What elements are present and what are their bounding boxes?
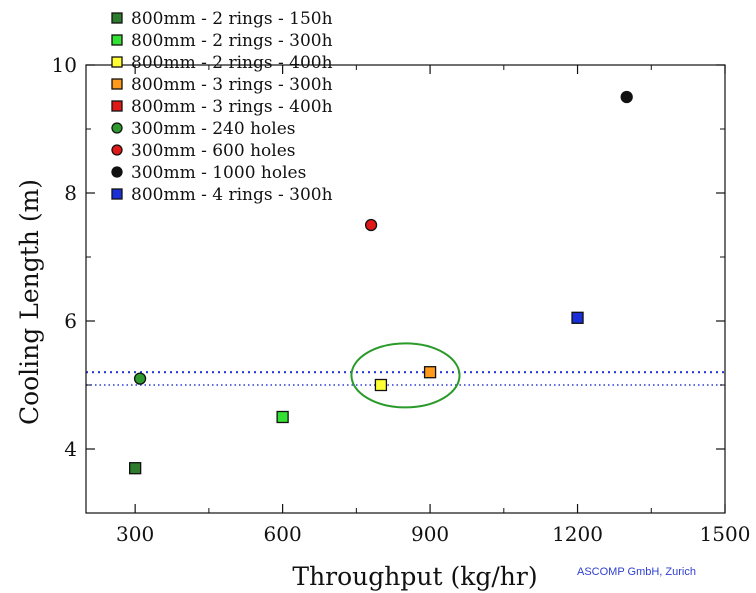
legend-label: 800mm - 2 rings - 150h <box>131 9 333 29</box>
x-tick-label: 600 <box>264 522 302 546</box>
legend-label: 800mm - 4 rings - 300h <box>131 185 333 205</box>
legend-label: 800mm - 2 rings - 400h <box>131 53 333 73</box>
legend-marker <box>111 188 123 200</box>
legend-marker <box>111 100 123 112</box>
y-tick-label: 8 <box>64 181 77 205</box>
legend-marker <box>111 122 123 134</box>
data-point <box>364 218 378 232</box>
highlight-ellipse <box>350 342 461 409</box>
x-tick-label: 900 <box>411 522 449 546</box>
legend-marker <box>111 166 123 178</box>
data-point <box>133 372 147 385</box>
legend-marker <box>111 34 123 46</box>
y-axis-title: Cooling Length (m) <box>15 179 44 425</box>
data-point <box>620 90 633 104</box>
legend-label: 800mm - 3 rings - 300h <box>131 75 333 95</box>
y-tick-label: 10 <box>52 53 77 77</box>
legend-label: 800mm - 3 rings - 400h <box>131 97 333 117</box>
data-point <box>276 410 289 424</box>
legend-label: 800mm - 2 rings - 300h <box>131 31 333 51</box>
data-point <box>374 378 388 392</box>
x-tick-label: 1500 <box>700 522 751 546</box>
legend-marker <box>111 144 123 156</box>
x-tick-label: 1200 <box>552 522 603 546</box>
legend-marker <box>111 12 123 24</box>
legend-label: 300mm - 240 holes <box>131 119 296 139</box>
legend-marker <box>111 78 123 90</box>
data-point <box>571 311 584 324</box>
y-tick-label: 4 <box>64 437 77 461</box>
reference-lines <box>86 371 725 386</box>
x-axis-title: Throughput (kg/hr) <box>292 562 537 591</box>
legend-label: 300mm - 1000 holes <box>131 163 306 183</box>
y-tick-label: 6 <box>64 309 77 333</box>
annotation-layer <box>350 342 461 409</box>
legend-label: 300mm - 600 holes <box>131 141 296 161</box>
plot-frame <box>85 64 726 514</box>
data-point <box>129 462 142 475</box>
axis-tick-labels: 300 600 900 1200 1500 4 6 8 10 <box>52 53 751 546</box>
credit-text: ASCOMP GmbH, Zurich <box>577 566 696 578</box>
legend-marker <box>111 56 123 68</box>
data-point <box>423 366 437 379</box>
axis-ticks <box>86 64 726 514</box>
x-tick-label: 300 <box>116 522 154 546</box>
data-points <box>129 90 633 475</box>
